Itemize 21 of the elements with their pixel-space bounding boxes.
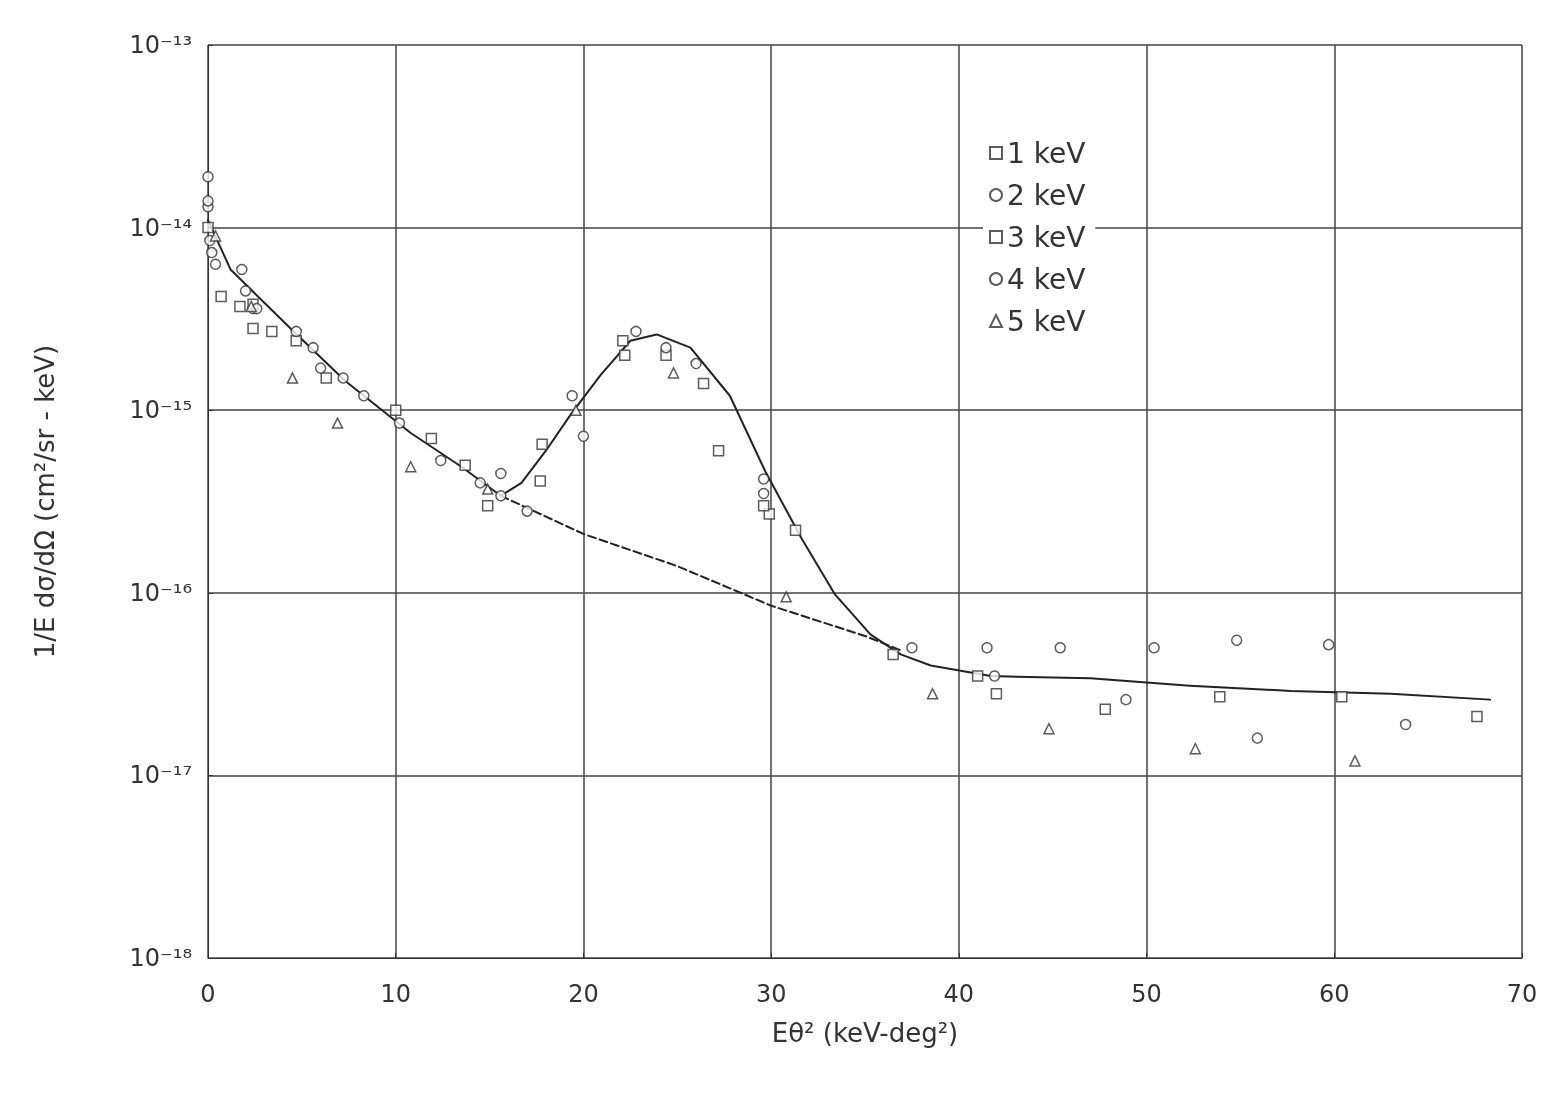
x-tick-label: 30: [755, 980, 787, 1008]
y-tick-label: 10⁻¹⁴: [129, 213, 192, 242]
x-tick-label: 70: [1506, 980, 1538, 1008]
legend-label: 2 keV: [1007, 178, 1086, 212]
legend-label: 5 keV: [1007, 304, 1086, 338]
x-axis-title: Eθ² (keV-deg²): [771, 1018, 959, 1048]
y-tick-label: 10⁻¹⁶: [129, 578, 192, 607]
x-tick-label: 10: [380, 980, 411, 1008]
y-tick-label: 10⁻¹³: [129, 31, 192, 59]
y-tick-label: 10⁻¹⁵: [129, 396, 192, 425]
x-tick-label: 20: [568, 980, 599, 1008]
legend-label: 3 keV: [1007, 220, 1086, 254]
y-axis-title: 1/E dσ/dΩ (cm²/sr - keV): [30, 344, 60, 659]
legend-label: 4 keV: [1007, 262, 1086, 296]
legend-label: 1 keV: [1007, 136, 1086, 170]
x-tick-label: 40: [943, 980, 975, 1008]
x-tick-label: 50: [1131, 980, 1162, 1008]
y-tick-label: 10⁻¹⁷: [129, 761, 192, 790]
x-tick-label: 60: [1319, 980, 1350, 1008]
x-tick-label: 0: [200, 980, 216, 1008]
y-tick-label: 10⁻¹⁸: [129, 944, 192, 972]
